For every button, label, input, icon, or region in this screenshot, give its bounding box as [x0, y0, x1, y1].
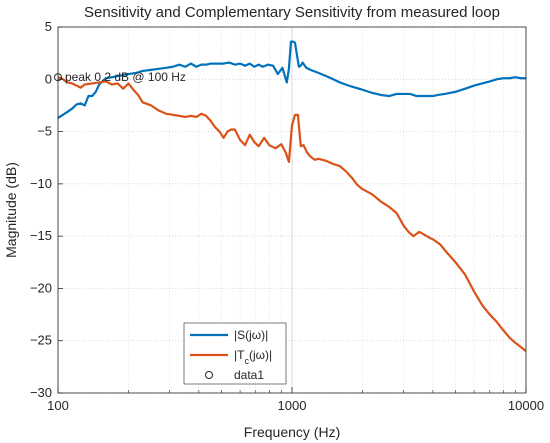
y-tick-label: −15	[30, 228, 52, 243]
legend-label-data1: data1	[234, 368, 264, 382]
y-tick-label: −20	[30, 280, 52, 295]
x-axis-label: Frequency (Hz)	[244, 424, 340, 440]
legend-label-tc: |Tc(jω)|	[234, 348, 272, 366]
y-tick-label: 5	[45, 19, 52, 34]
legend-marker-data1	[205, 371, 213, 379]
y-tick-label: −30	[30, 385, 52, 400]
y-tick-label: −5	[37, 124, 52, 139]
y-axis-label: Magnitude (dB)	[3, 162, 19, 258]
legend-label-s: |S(jω)|	[234, 328, 268, 342]
axis-ticks: 100 1000 10000 5 0 −5 −10 −15 −20 −25 −30	[30, 19, 544, 413]
legend-box	[183, 322, 287, 385]
peak-annotation: peak 0.2 dB @ 100 Hz	[65, 70, 186, 84]
y-tick-label: −10	[30, 176, 52, 191]
x-tick-label: 1000	[278, 398, 307, 413]
series-line-s	[58, 40, 526, 119]
series-line-tc	[58, 76, 526, 353]
y-tick-label: −25	[30, 333, 52, 348]
x-tick-label: 100	[47, 398, 69, 413]
x-tick-label: 10000	[508, 398, 544, 413]
y-tick-label: 0	[45, 71, 52, 86]
legend: |S(jω)| |Tc(jω)| data1	[183, 322, 287, 385]
chart-title: Sensitivity and Complementary Sensitivit…	[84, 4, 500, 21]
